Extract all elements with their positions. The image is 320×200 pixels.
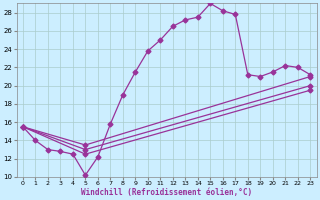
X-axis label: Windchill (Refroidissement éolien,°C): Windchill (Refroidissement éolien,°C) bbox=[81, 188, 252, 197]
